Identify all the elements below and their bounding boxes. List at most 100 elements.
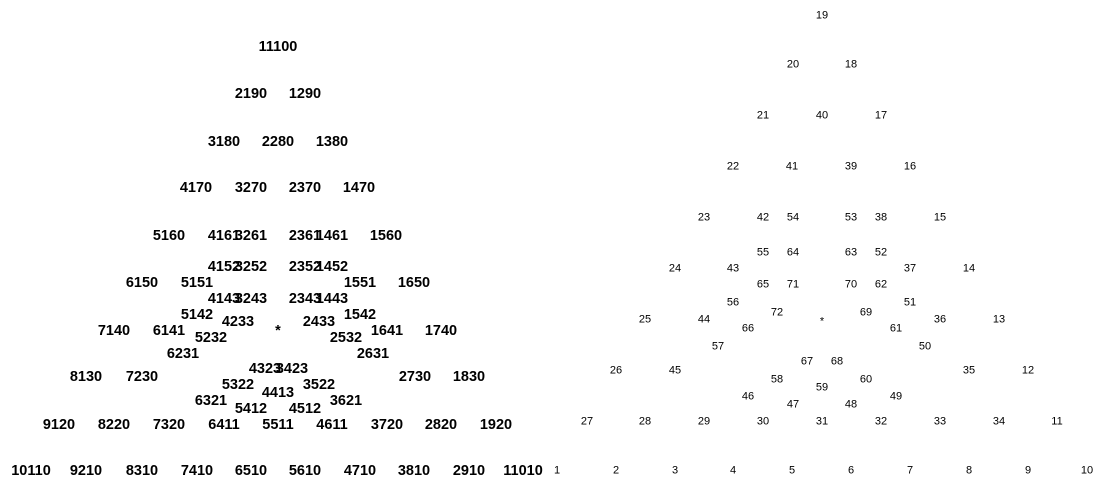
left-node-label: 1443 xyxy=(315,290,349,307)
left-node-label: 3270 xyxy=(234,179,268,196)
right-node-label: 69 xyxy=(859,306,873,319)
left-node-label: 1920 xyxy=(479,416,513,433)
left-node-label: 1470 xyxy=(342,179,376,196)
right-node-label: 29 xyxy=(697,415,711,428)
right-node-label: 36 xyxy=(933,313,947,326)
right-node-label: 43 xyxy=(726,262,740,275)
left-node-label: 5160 xyxy=(152,227,186,244)
right-node-label: 24 xyxy=(668,262,682,275)
right-node-label: 59 xyxy=(815,381,829,394)
right-node-label: 18 xyxy=(844,58,858,71)
right-node-label: 57 xyxy=(711,340,725,353)
left-node-label: 2631 xyxy=(356,345,390,362)
left-node-label: 6411 xyxy=(208,416,240,433)
left-node-label: 4152 xyxy=(207,258,241,275)
left-node-label: 2343 xyxy=(288,290,322,307)
left-node-label: 2370 xyxy=(288,179,322,196)
left-node-label: 3423 xyxy=(275,360,309,377)
left-node-label: 10110 xyxy=(11,462,51,479)
right-node-label: 56 xyxy=(726,296,740,309)
left-node-label: 9210 xyxy=(69,462,103,479)
left-node-label: 7140 xyxy=(97,322,131,339)
left-node-label: 5232 xyxy=(194,329,228,346)
left-node-label: 6141 xyxy=(152,322,186,339)
left-node-label: 2820 xyxy=(424,416,458,433)
right-node-label: 55 xyxy=(756,246,770,259)
right-node-label: 25 xyxy=(638,313,652,326)
right-node-label: 72 xyxy=(770,306,784,319)
right-node-label: 16 xyxy=(903,160,917,173)
right-node-label: 62 xyxy=(874,278,888,291)
right-node-label: 61 xyxy=(889,322,903,335)
left-node-label: 4170 xyxy=(179,179,213,196)
left-node-label: 1551 xyxy=(343,274,377,291)
left-node-label: 3720 xyxy=(370,416,404,433)
right-node-label: 9 xyxy=(1024,464,1032,477)
right-node-label: 46 xyxy=(741,390,755,403)
right-node-label: 28 xyxy=(638,415,652,428)
left-node-label: 7230 xyxy=(125,368,159,385)
right-center-marker: * xyxy=(819,315,825,328)
right-node-label: 14 xyxy=(962,262,976,275)
right-node-label: 17 xyxy=(874,109,888,122)
right-node-label: 31 xyxy=(815,415,829,428)
right-node-label: 27 xyxy=(580,415,594,428)
left-node-label: 3252 xyxy=(234,258,268,275)
right-node-label: 2 xyxy=(612,464,620,477)
right-node-label: 52 xyxy=(874,246,888,259)
left-node-label: 2352 xyxy=(288,258,322,275)
right-node-label: 7 xyxy=(906,464,914,477)
left-node-label: 1650 xyxy=(397,274,431,291)
right-node-label: 63 xyxy=(844,246,858,259)
left-node-label: 8130 xyxy=(69,368,103,385)
left-node-label: 4161 xyxy=(207,227,241,244)
right-node-label: 23 xyxy=(697,211,711,224)
left-node-label: 4611 xyxy=(316,416,348,433)
right-node-label: 10 xyxy=(1080,464,1094,477)
right-node-label: 42 xyxy=(756,211,770,224)
left-node-label: 3261 xyxy=(234,227,268,244)
left-node-label: 6321 xyxy=(194,392,228,409)
left-node-label: 2361 xyxy=(288,227,322,244)
right-node-label: 38 xyxy=(874,211,888,224)
left-node-label: 8220 xyxy=(97,416,131,433)
right-node-label: 12 xyxy=(1021,364,1035,377)
left-node-label: 2730 xyxy=(398,368,432,385)
left-node-label: 5511 xyxy=(262,416,294,433)
left-node-label: 11100 xyxy=(258,38,298,55)
right-node-label: 8 xyxy=(965,464,973,477)
right-node-label: 26 xyxy=(609,364,623,377)
right-node-label: 44 xyxy=(697,313,711,326)
right-node-label: 1 xyxy=(553,464,561,477)
left-node-label: 1290 xyxy=(288,85,322,102)
left-node-label: 5322 xyxy=(221,376,255,393)
right-node-label: 65 xyxy=(756,278,770,291)
right-node-label: 48 xyxy=(844,398,858,411)
left-node-label: 6150 xyxy=(125,274,159,291)
left-node-label: 3180 xyxy=(207,133,241,150)
right-node-label: 34 xyxy=(992,415,1006,428)
right-node-label: 30 xyxy=(756,415,770,428)
left-node-label: 5610 xyxy=(288,462,322,479)
left-node-label: 3522 xyxy=(302,376,336,393)
right-node-label: 71 xyxy=(786,278,800,291)
right-node-label: 5 xyxy=(788,464,796,477)
right-node-label: 15 xyxy=(933,211,947,224)
left-node-label: 6231 xyxy=(166,345,200,362)
right-node-label: 51 xyxy=(903,296,917,309)
left-node-label: 1461 xyxy=(315,227,349,244)
right-node-label: 53 xyxy=(844,211,858,224)
right-node-label: 13 xyxy=(992,313,1006,326)
right-node-label: 11 xyxy=(1051,415,1063,428)
right-node-label: 39 xyxy=(844,160,858,173)
right-node-label: 68 xyxy=(830,355,844,368)
right-node-label: 21 xyxy=(756,109,770,122)
left-node-label: 1380 xyxy=(315,133,349,150)
left-node-label: 2532 xyxy=(329,329,363,346)
left-node-label: 4143 xyxy=(207,290,241,307)
left-node-label: 7320 xyxy=(152,416,186,433)
right-node-label: 22 xyxy=(726,160,740,173)
left-node-label: 5412 xyxy=(234,400,268,417)
left-node-label: 4233 xyxy=(221,313,255,330)
